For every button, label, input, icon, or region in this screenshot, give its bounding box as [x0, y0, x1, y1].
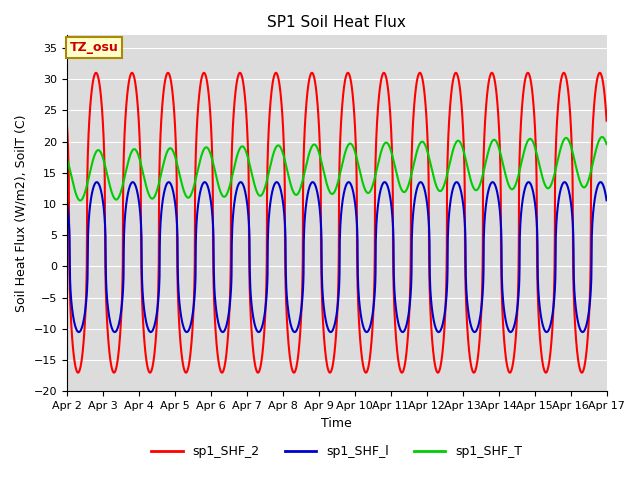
sp1_SHF_2: [74, 370, 82, 375]
sp1_SHF_l: [570, 282, 578, 288]
sp1_SHF_l: [353, 212, 360, 218]
sp1_SHF_2: [556, 92, 563, 97]
sp1_SHF_2: [596, 70, 604, 76]
sp1_SHF_T: [353, 154, 360, 159]
sp1_SHF_2: [364, 366, 372, 372]
sp1_SHF_T: [63, 156, 70, 161]
sp1_SHF_l: [75, 329, 83, 335]
Legend: sp1_SHF_2, sp1_SHF_l, sp1_SHF_T: sp1_SHF_2, sp1_SHF_l, sp1_SHF_T: [147, 440, 527, 463]
sp1_SHF_2: [353, 158, 360, 164]
Title: SP1 Soil Heat Flux: SP1 Soil Heat Flux: [268, 15, 406, 30]
sp1_SHF_l: [556, 194, 563, 200]
sp1_SHF_l: [493, 191, 501, 197]
sp1_SHF_2: [63, 118, 70, 123]
sp1_SHF_l: [63, 197, 70, 203]
sp1_SHF_l: [214, 316, 221, 322]
sp1_SHF_T: [76, 198, 84, 204]
sp1_SHF_l: [364, 328, 372, 334]
sp1_SHF_2: [570, 301, 578, 307]
sp1_SHF_l: [603, 197, 611, 203]
sp1_SHF_2: [603, 118, 611, 123]
sp1_SHF_T: [603, 141, 611, 147]
sp1_SHF_2: [214, 351, 221, 357]
sp1_SHF_T: [214, 179, 221, 185]
Line: sp1_SHF_2: sp1_SHF_2: [67, 73, 607, 372]
sp1_SHF_T: [556, 152, 563, 157]
sp1_SHF_l: [596, 179, 604, 185]
Line: sp1_SHF_l: sp1_SHF_l: [67, 182, 607, 332]
sp1_SHF_2: [493, 102, 501, 108]
X-axis label: Time: Time: [321, 417, 352, 430]
sp1_SHF_T: [598, 134, 606, 140]
Text: TZ_osu: TZ_osu: [70, 41, 118, 54]
sp1_SHF_T: [570, 156, 578, 161]
Y-axis label: Soil Heat Flux (W/m2), SoilT (C): Soil Heat Flux (W/m2), SoilT (C): [15, 115, 28, 312]
sp1_SHF_T: [364, 190, 372, 196]
Line: sp1_SHF_T: sp1_SHF_T: [67, 137, 607, 201]
sp1_SHF_T: [493, 141, 501, 147]
